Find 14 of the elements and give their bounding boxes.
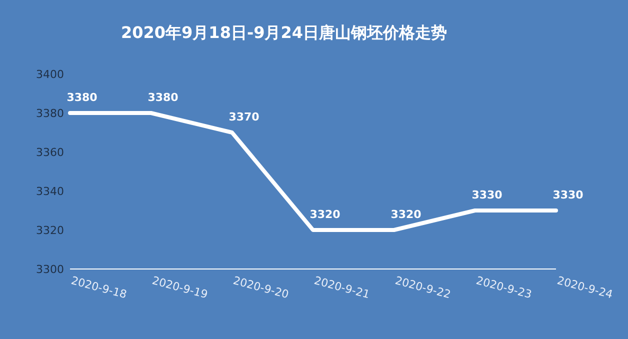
y-tick-label: 3340 <box>36 185 64 198</box>
y-tick-label: 3320 <box>36 224 64 237</box>
y-tick-label: 3400 <box>36 68 64 81</box>
data-label: 3330 <box>472 188 503 202</box>
data-label: 3320 <box>310 208 341 221</box>
y-tick-label: 3360 <box>36 146 64 159</box>
data-label: 3330 <box>552 188 584 202</box>
y-tick-label: 3380 <box>36 107 64 120</box>
data-label: 3320 <box>390 208 422 221</box>
chart-title: 2020年9月18日-9月24日唐山钢坯价格走势 <box>121 23 447 42</box>
y-tick-label: 3300 <box>36 263 64 276</box>
data-label: 3370 <box>228 110 260 124</box>
data-label: 3380 <box>66 91 98 104</box>
data-label: 3380 <box>148 91 179 104</box>
